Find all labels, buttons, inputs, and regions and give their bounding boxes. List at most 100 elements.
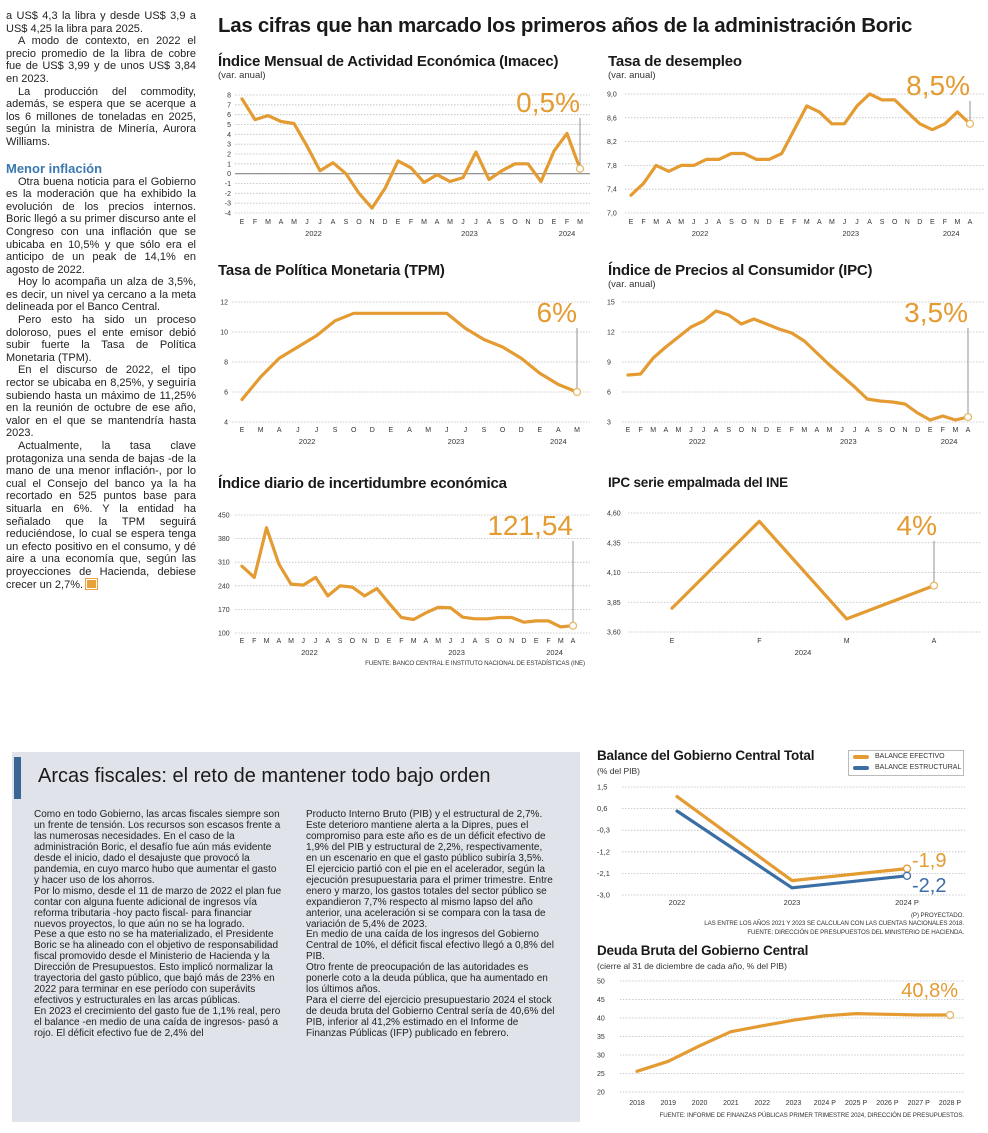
- imacec-y-tick-label: 0: [227, 171, 231, 178]
- imacec-y-tick-label: 3: [227, 142, 231, 149]
- tpm-x-tick-label: A: [407, 427, 412, 434]
- ipc-y-tick-label: 6: [607, 390, 611, 397]
- ipc-x-tick-label: M: [650, 427, 656, 434]
- desempleo-x-tick-label: E: [779, 219, 784, 226]
- incertidumbre-year-label: 2024: [546, 648, 563, 657]
- imacec-x-tick-label: F: [253, 219, 257, 226]
- deuda-callout-value: 40,8%: [901, 980, 958, 1002]
- chart-subtitle-imacec: (var. anual): [218, 70, 266, 81]
- tpm-x-tick-label: S: [482, 427, 487, 434]
- empalmada-x-tick-label: M: [844, 638, 850, 645]
- legend-swatch-efectivo: [853, 754, 869, 759]
- incertidumbre-y-tick-label: 380: [218, 536, 230, 543]
- desempleo-y-tick-label: 8,2: [607, 139, 617, 146]
- desempleo-x-tick-label: O: [741, 219, 747, 226]
- balance-y-tick-label: 1,5: [597, 783, 607, 792]
- article-paragraph: En el discurso de 2022, el tipo rector s…: [6, 364, 196, 440]
- incertidumbre-x-tick-label: E: [240, 638, 245, 645]
- imacec-y-tick-label: -3: [225, 201, 231, 208]
- tpm-callout-value: 6%: [537, 297, 577, 328]
- deuda-y-tick-label: 40: [597, 1016, 605, 1023]
- balance-callout-value: -2,2: [912, 875, 946, 897]
- ipc-x-tick-label: F: [941, 427, 945, 434]
- fiscal-paragraph: Producto Interno Bruto (PIB) y el estruc…: [306, 809, 546, 864]
- incertidumbre-x-tick-label: F: [546, 638, 550, 645]
- tpm-x-tick-label: J: [464, 427, 468, 434]
- tpm-x-tick-label: M: [425, 427, 431, 434]
- deuda-x-tick-label: 2026 P: [876, 1100, 899, 1107]
- chart-title-desempleo: Tasa de desempleo: [608, 53, 742, 70]
- chart-subtitle-balance: (% del PIB): [597, 766, 640, 776]
- desempleo-x-tick-label: A: [817, 219, 822, 226]
- desempleo-y-tick-label: 7,4: [607, 187, 617, 194]
- empalmada-x-tick-label: E: [670, 638, 675, 645]
- incertidumbre-x-tick-label: S: [338, 638, 343, 645]
- tpm-year-label: 2024: [550, 437, 567, 446]
- empalmada-callout-value: 4%: [897, 510, 937, 541]
- ipc-x-tick-label: O: [739, 427, 745, 434]
- balance-series-line: [675, 795, 909, 883]
- ipc-y-tick-label: 15: [607, 300, 615, 307]
- desempleo-x-tick-label: F: [641, 219, 645, 226]
- incertidumbre-x-tick-label: F: [399, 638, 403, 645]
- tpm-year-label: 2023: [448, 437, 465, 446]
- chart-title-incertidumbre: Índice diario de incertidumbre económica: [218, 475, 507, 492]
- ipc-x-tick-label: J: [689, 427, 693, 434]
- imacec-x-tick-label: A: [487, 219, 492, 226]
- incertidumbre-x-tick-label: O: [497, 638, 503, 645]
- empalmada-x-tick-label: F: [757, 638, 761, 645]
- deuda-y-tick-label: 25: [597, 1071, 605, 1078]
- imacec-y-tick-label: -1: [225, 181, 231, 188]
- deuda-y-tick-label: 20: [597, 1090, 605, 1097]
- article-paragraph: La producción del commodity, además, se …: [6, 85, 196, 148]
- incertidumbre-x-tick-label: J: [449, 638, 453, 645]
- chart-title-deuda: Deuda Bruta del Gobierno Central: [597, 943, 809, 958]
- fiscal-box-title: Arcas fiscales: el reto de mantener todo…: [38, 765, 491, 787]
- imacec-year-label: 2022: [305, 229, 322, 238]
- incertidumbre-x-tick-label: M: [264, 638, 270, 645]
- deuda-end-point: [945, 1010, 955, 1020]
- incertidumbre-y-tick-label: 100: [218, 631, 230, 638]
- chart-subtitle-deuda: (cierre al 31 de diciembre de cada año, …: [597, 961, 787, 971]
- tpm-series-line: [240, 311, 579, 402]
- fiscal-paragraph: Por lo mismo, desde el 11 de marzo de 20…: [34, 885, 282, 930]
- chart-source-deuda: FUENTE: INFORME DE FINANZAS PÚBLICAS PRI…: [659, 1112, 964, 1119]
- desempleo-x-tick-label: O: [892, 219, 898, 226]
- chart-subtitle-ipc: (var. anual): [608, 279, 656, 290]
- desempleo-x-tick-label: A: [867, 219, 872, 226]
- tpm-x-tick-label: D: [370, 427, 375, 434]
- incertidumbre-y-tick-label: 240: [218, 583, 230, 590]
- chart-subtitle-desempleo: (var. anual): [608, 70, 656, 81]
- imacec-x-tick-label: A: [435, 219, 440, 226]
- desempleo-x-tick-label: D: [917, 219, 922, 226]
- incertidumbre-x-tick-label: D: [521, 638, 526, 645]
- ipc-year-label: 2023: [840, 437, 857, 446]
- chart-title-imacec: Índice Mensual de Actividad Económica (I…: [218, 53, 559, 70]
- incertidumbre-x-tick-label: D: [374, 638, 379, 645]
- imacec-y-tick-label: 4: [227, 132, 231, 139]
- imacec-x-tick-label: M: [447, 219, 453, 226]
- tpm-x-tick-label: A: [277, 427, 282, 434]
- ipc-x-tick-label: D: [915, 427, 920, 434]
- tpm-x-tick-label: E: [537, 427, 542, 434]
- deuda-y-tick-label: 50: [597, 979, 605, 986]
- fiscal-box: [12, 752, 580, 1122]
- article-paragraph: A modo de contexto, en 2022 el precio pr…: [6, 35, 196, 85]
- fiscal-paragraph: En medio de una caída de los ingresos de…: [306, 929, 554, 963]
- desempleo-x-tick-label: A: [968, 219, 973, 226]
- tpm-y-tick-label: 10: [220, 330, 228, 337]
- empalmada-year-label: 2024: [795, 648, 812, 657]
- tpm-x-tick-label: M: [258, 427, 264, 434]
- ipc-x-tick-label: A: [663, 427, 668, 434]
- fiscal-paragraph: Pese a que esto no se ha materializado, …: [34, 929, 279, 1007]
- desempleo-x-tick-label: M: [678, 219, 684, 226]
- deuda-y-tick-label: 45: [597, 997, 605, 1004]
- imacec-x-tick-label: S: [500, 219, 505, 226]
- article-subheading: Menor inflación: [6, 160, 103, 176]
- end-mark-icon: [85, 577, 99, 590]
- imacec-x-tick-label: E: [396, 219, 401, 226]
- desempleo-callout-value: 8,5%: [906, 70, 970, 101]
- imacec-y-tick-label: 7: [227, 102, 231, 109]
- balance-y-tick-label: -1,2: [597, 847, 610, 856]
- tpm-year-label: 2022: [299, 437, 316, 446]
